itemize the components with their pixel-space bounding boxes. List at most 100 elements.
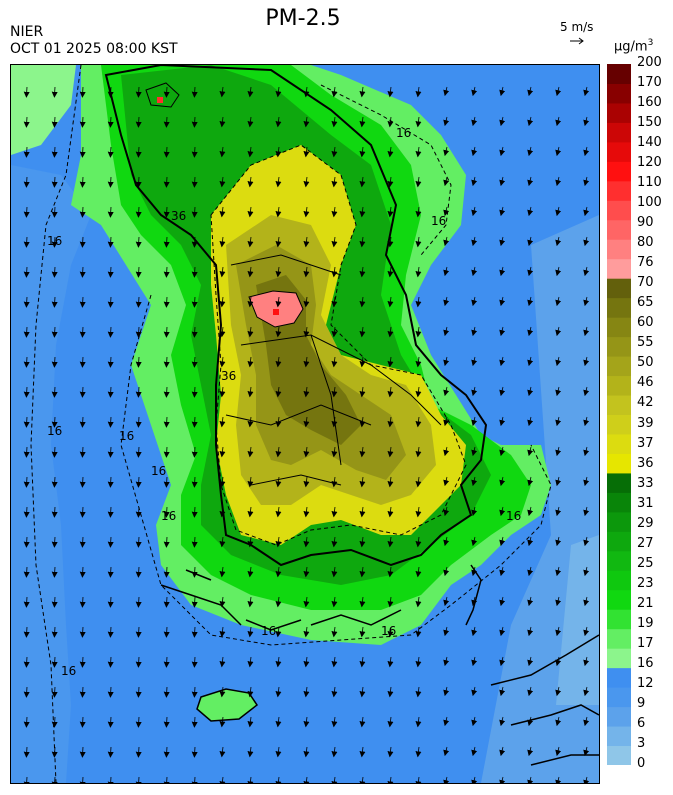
wind-arrow-icon (51, 326, 58, 338)
wind-arrow-icon (415, 506, 422, 518)
colorbar-block (607, 414, 631, 435)
wind-arrow-icon (135, 86, 142, 98)
wind-arrow-icon (527, 386, 534, 397)
wind-arrow-icon (331, 566, 338, 578)
wind-arrow-icon (555, 116, 562, 127)
colorbar-block (607, 317, 631, 338)
wind-arrow-icon (79, 776, 86, 783)
wind-arrow-icon (23, 206, 30, 218)
wind-arrow-icon (247, 656, 254, 668)
wind-arrow-icon (135, 656, 142, 668)
colorbar-tick-label: 19 (637, 615, 654, 631)
wind-arrow-icon (23, 776, 30, 783)
wind-arrow-icon (247, 266, 254, 278)
wind-arrow-icon (303, 446, 310, 458)
colorbar-block (607, 395, 631, 415)
colorbar-tick-label: 110 (637, 175, 662, 191)
wind-arrow-icon (163, 626, 170, 638)
wind-arrow-icon (583, 686, 590, 697)
wind-arrow-icon (107, 476, 114, 488)
wind-arrow-icon (79, 506, 86, 518)
wind-arrow-icon (79, 446, 86, 458)
wind-arrow-icon (51, 476, 58, 488)
colorbar-block (607, 531, 631, 552)
wind-arrow-icon (387, 86, 394, 98)
wind-arrow-icon (79, 296, 86, 308)
wind-arrow-icon (107, 86, 114, 98)
wind-arrow-icon (51, 146, 58, 158)
unit-label: µg/m3 (614, 38, 654, 55)
wind-arrow-icon (51, 266, 58, 278)
wind-arrow-icon (107, 386, 114, 398)
colorbar-block (607, 433, 631, 454)
wind-arrow-icon (583, 776, 590, 783)
wind-arrow-icon (415, 146, 422, 158)
wind-arrow-icon (163, 776, 170, 783)
wind-arrow-icon (79, 86, 86, 98)
wind-arrow-icon (163, 176, 170, 188)
wind-arrow-icon (359, 86, 366, 98)
wind-arrow-icon (79, 236, 86, 248)
wind-arrow-icon (387, 386, 394, 398)
wind-arrow-icon (135, 506, 142, 518)
wind-arrow-icon (415, 386, 422, 398)
wind-arrow-icon (415, 236, 422, 248)
wind-arrow-icon (107, 446, 114, 458)
wind-arrow-icon (471, 506, 478, 517)
wind-arrow-icon (415, 356, 422, 368)
wind-arrow-icon (51, 386, 58, 398)
wind-arrow-icon (23, 266, 30, 278)
wind-arrow-icon (331, 326, 338, 338)
colorbar-block (607, 687, 631, 708)
colorbar-tick-label: 23 (637, 575, 654, 591)
contour-label: 16 (506, 509, 521, 523)
wind-arrow-icon (359, 536, 366, 548)
wind-arrow-icon (303, 206, 310, 218)
wind-arrow-icon (107, 356, 114, 368)
wind-arrow-icon (443, 146, 450, 157)
colorbar-tick-label: 120 (637, 155, 662, 171)
wind-arrow-icon (51, 446, 58, 458)
colorbar-tick-label: 200 (637, 55, 662, 70)
wind-arrow-icon (107, 416, 114, 428)
colorbar-tick-label: 80 (637, 235, 654, 251)
wind-arrow-icon (359, 236, 366, 248)
wind-arrow-icon (331, 86, 338, 98)
wind-arrow-icon (499, 326, 506, 337)
wind-arrow-icon (135, 596, 142, 608)
wind-arrow-icon (191, 506, 198, 518)
wind-arrow-icon (471, 266, 478, 277)
wind-arrow-icon (471, 686, 478, 697)
wind-arrow-icon (499, 356, 506, 367)
wind-arrow-icon (471, 446, 478, 457)
wind-arrow-icon (555, 656, 562, 667)
wind-arrow-icon (79, 146, 86, 158)
wind-arrow-icon (387, 476, 394, 488)
wind-arrow-icon (331, 146, 338, 158)
wind-arrow-icon (303, 686, 310, 698)
colorbar-tick-label: 60 (637, 315, 654, 331)
wind-arrow-icon (499, 596, 506, 607)
wind-arrow-icon (107, 746, 114, 758)
wind-arrow-icon (275, 656, 282, 668)
wind-arrow-icon (387, 266, 394, 278)
wind-arrow-icon (331, 656, 338, 668)
wind-arrow-icon (79, 416, 86, 428)
wind-arrow-field (23, 86, 590, 783)
wind-arrow-icon (499, 536, 506, 547)
wind-arrow-icon (415, 596, 422, 608)
wind-arrow-icon (527, 356, 534, 367)
wind-arrow-icon (107, 296, 114, 308)
wind-arrow-icon (527, 566, 534, 577)
wind-arrow-icon (415, 716, 422, 728)
wind-arrow-icon (23, 176, 30, 188)
wind-arrow-icon (303, 416, 310, 428)
datetime-label: OCT 01 2025 08:00 KST (10, 41, 178, 57)
wind-arrow-icon (555, 86, 562, 97)
wind-arrow-icon (303, 86, 310, 98)
wind-arrow-icon (135, 716, 142, 728)
colorbar-block (607, 667, 631, 688)
wind-arrow-icon (583, 116, 590, 127)
colorbar-tick-label: 33 (637, 475, 654, 491)
wind-arrow-icon (191, 146, 198, 158)
